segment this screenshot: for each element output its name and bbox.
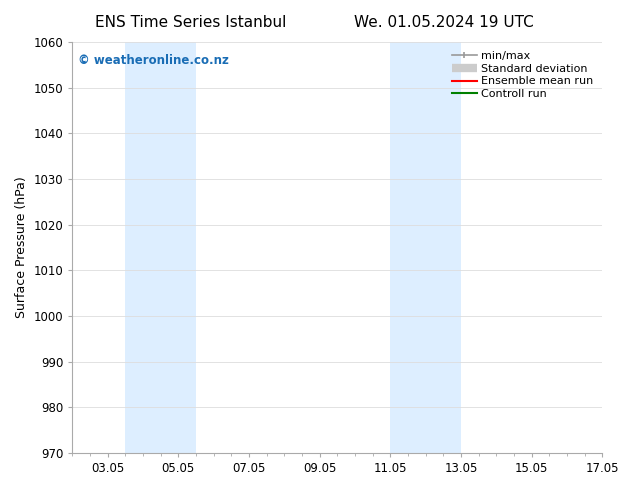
Y-axis label: Surface Pressure (hPa): Surface Pressure (hPa) (15, 176, 28, 318)
Text: ENS Time Series Istanbul: ENS Time Series Istanbul (94, 15, 286, 30)
Legend: min/max, Standard deviation, Ensemble mean run, Controll run: min/max, Standard deviation, Ensemble me… (449, 48, 597, 102)
Text: We. 01.05.2024 19 UTC: We. 01.05.2024 19 UTC (354, 15, 534, 30)
Bar (126, 42, 196, 453)
Bar (391, 42, 461, 453)
Text: © weatheronline.co.nz: © weatheronline.co.nz (77, 54, 228, 68)
